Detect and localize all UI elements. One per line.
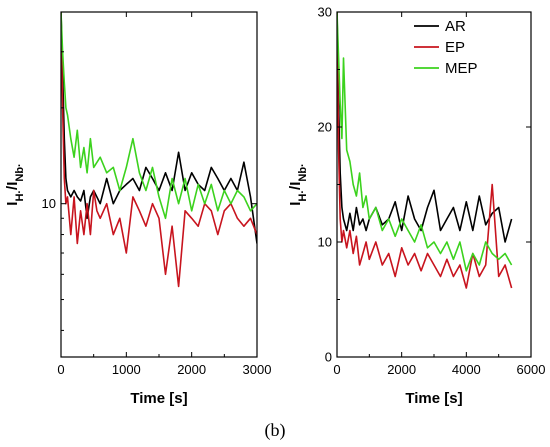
x-tick-label: 0 [333, 362, 340, 377]
x-tick-label: 0 [57, 362, 64, 377]
x-tick-label: 6000 [517, 362, 546, 377]
y-tick-label: 20 [318, 120, 332, 135]
chart-panel-left: 0 1000 2000 3000 10 Time [s] IH·/INb· [4, 11, 272, 407]
legend-label-mep: MEP [445, 60, 478, 77]
series-group [337, 12, 513, 289]
x-tick-label: 2000 [387, 362, 416, 377]
y-axis-label: IH·/INb· [4, 163, 26, 205]
x-axis-label: Time [s] [130, 390, 187, 407]
y-tick-label: 0 [325, 350, 332, 365]
legend-label-ar: AR [445, 18, 466, 35]
x-tick-label: 3000 [243, 362, 272, 377]
series-line-ar [61, 12, 257, 244]
x-tick-label: 1000 [112, 362, 141, 377]
series-line-ep [337, 12, 513, 289]
x-tick-label: 2000 [177, 362, 206, 377]
series-line-ar [337, 12, 513, 243]
y-axis-label: IH·/INb· [287, 163, 309, 205]
chart-panel-right: 0 2000 4000 6000 0 10 20 30 Time [s] IH·/INb· AR EP… [287, 5, 545, 408]
figure-caption: (b) [265, 420, 286, 441]
x-axis-label: Time [s] [405, 390, 462, 407]
x-tick-label: 4000 [452, 362, 481, 377]
y-tick-label: 30 [318, 5, 332, 20]
series-line-ep [61, 12, 257, 288]
series-line-mep [337, 12, 513, 272]
y-tick-label: 10 [42, 196, 56, 211]
plot-frame [336, 11, 532, 358]
series-line-mep [61, 12, 257, 220]
legend: AR EP MEP [414, 18, 478, 77]
series-group [61, 12, 257, 288]
legend-label-ep: EP [445, 39, 465, 56]
y-tick-label: 10 [318, 235, 332, 250]
